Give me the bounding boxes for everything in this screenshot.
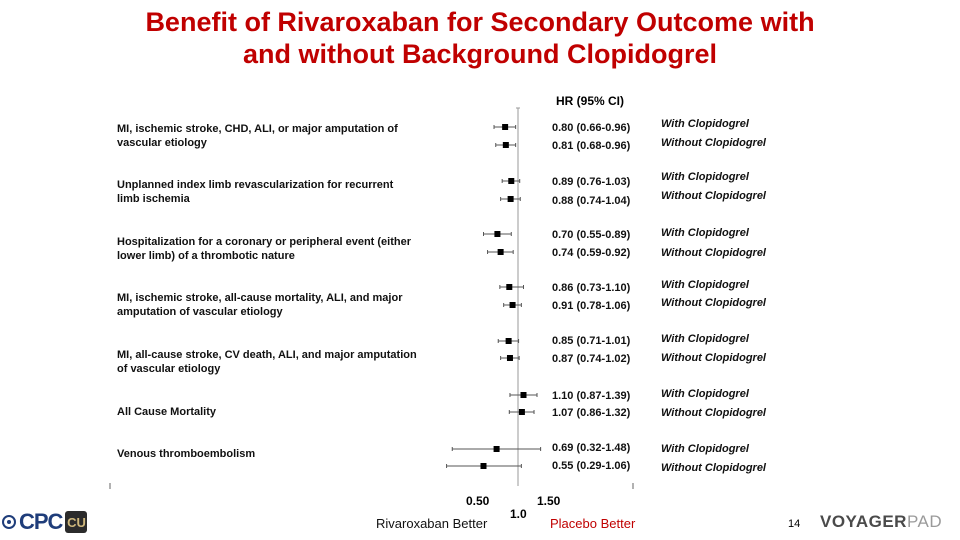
group-label-6b: Without Clopidogrel [661, 407, 766, 419]
outcome-label-6: All Cause Mortality [117, 406, 217, 418]
hr-marker-outcome-7-without [480, 463, 487, 469]
group-label-4a: With Clopidogrel [661, 279, 749, 291]
axis-tick-label-100: 1.0 [510, 507, 527, 521]
ci-text-6b: 1.07 (0.86-1.32) [552, 407, 631, 419]
group-label-7a: With Clopidogrel [661, 443, 749, 455]
outcome-label-4: MI, ischemic stroke, all-cause mortality… [117, 292, 403, 318]
group-label-5a: With Clopidogrel [661, 333, 749, 345]
group-label-6a: With Clopidogrel [661, 388, 749, 400]
voyager-logo-text: VOYAGER [820, 512, 907, 531]
voyager-pad-logo: VOYAGERPAD [820, 512, 942, 532]
placebo-better-label: Placebo Better [550, 516, 636, 531]
axis-tick-label-050: 0.50 [466, 494, 490, 508]
hr-marker-outcome-7-with [493, 446, 500, 452]
cu-shield-icon: CU [65, 511, 88, 533]
hr-marker-outcome-1-with [502, 124, 509, 130]
ci-text-4a: 0.86 (0.73-1.10) [552, 282, 631, 294]
ci-text-5b: 0.87 (0.74-1.02) [552, 353, 631, 365]
hr-marker-outcome-1-without [502, 142, 509, 148]
ci-text-1b: 0.81 (0.68-0.96) [552, 140, 631, 152]
cpc-ring-icon [2, 515, 16, 529]
group-label-1a: With Clopidogrel [661, 118, 749, 130]
ci-text-6a: 1.10 (0.87-1.39) [552, 390, 631, 402]
group-label-5b: Without Clopidogrel [661, 352, 766, 364]
hr-marker-outcome-6-with [520, 392, 527, 398]
axis-tick-label-150: 1.50 [537, 494, 561, 508]
ci-text-4b: 0.91 (0.78-1.06) [552, 300, 631, 312]
ci-text-2b: 0.88 (0.74-1.04) [552, 195, 631, 207]
hr-marker-outcome-2-without [507, 196, 514, 202]
hr-marker-outcome-2-with [508, 178, 515, 184]
page-number: 14 [788, 518, 801, 530]
group-label-7b: Without Clopidogrel [661, 462, 766, 474]
outcome-label-1: MI, ischemic stroke, CHD, ALI, or major … [117, 123, 398, 149]
outcome-label-2: Unplanned index limb revascularization f… [117, 179, 394, 205]
ci-text-5a: 0.85 (0.71-1.01) [552, 335, 631, 347]
hr-marker-outcome-4-with [506, 284, 513, 290]
outcome-label-7: Venous thromboembolism [117, 448, 256, 460]
hr-marker-outcome-6-without [518, 409, 525, 415]
hr-marker-outcome-5-without [506, 355, 513, 361]
outcome-label-3: Hospitalization for a coronary or periph… [117, 236, 412, 262]
hr-marker-outcome-3-with [494, 231, 501, 237]
ci-text-7b: 0.55 (0.29-1.06) [552, 460, 631, 472]
outcome-label-5: MI, all-cause stroke, CV death, ALI, and… [117, 349, 417, 375]
hr-marker-outcome-4-without [509, 302, 516, 308]
group-label-2b: Without Clopidogrel [661, 190, 766, 202]
group-label-2a: With Clopidogrel [661, 171, 749, 183]
cpc-logo-text: CPC [19, 509, 63, 534]
hr-marker-outcome-5-with [505, 338, 512, 344]
ci-text-3a: 0.70 (0.55-0.89) [552, 229, 631, 241]
group-label-3a: With Clopidogrel [661, 227, 749, 239]
ci-text-7a: 0.69 (0.32-1.48) [552, 442, 631, 454]
ci-text-2a: 0.89 (0.76-1.03) [552, 176, 631, 188]
slide-title: Benefit of Rivaroxaban for Secondary Out… [60, 6, 900, 70]
group-label-4b: Without Clopidogrel [661, 297, 766, 309]
hr-column-header: HR (95% CI) [556, 94, 625, 108]
slide-title-line-1: Benefit of Rivaroxaban for Secondary Out… [145, 7, 815, 37]
group-label-1b: Without Clopidogrel [661, 137, 766, 149]
rivaroxaban-better-label: Rivaroxaban Better [376, 516, 488, 531]
slide-title-line-2: and without Background Clopidogrel [243, 39, 717, 69]
ci-text-1a: 0.80 (0.66-0.96) [552, 122, 631, 134]
cpc-logo: CPC CU [2, 509, 88, 535]
hr-marker-outcome-3-without [497, 249, 504, 255]
pad-logo-text: PAD [906, 512, 943, 531]
group-label-3b: Without Clopidogrel [661, 247, 766, 259]
ci-text-3b: 0.74 (0.59-0.92) [552, 247, 631, 259]
